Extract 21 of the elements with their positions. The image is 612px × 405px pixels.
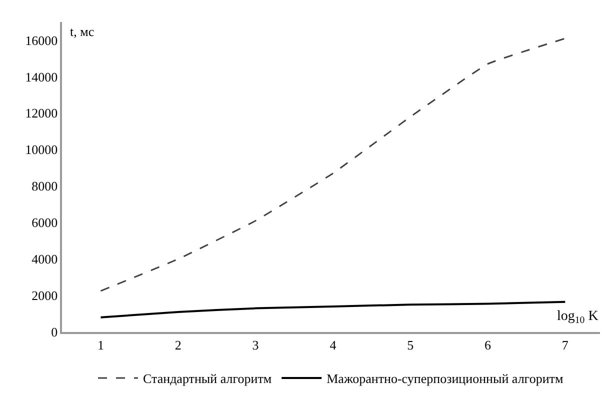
y-tick-label: 4000 [32,252,58,267]
y-tick-label: 12000 [25,106,58,121]
y-axis-title: t, мс [70,24,94,39]
x-axis-title: log$_{10}$ K [557,309,598,326]
x-tick-label: 4 [330,337,337,352]
legend-label: Стандартный алгоритм [143,371,272,386]
line-series [100,38,566,292]
x-tick-label: 5 [407,337,414,352]
y-tick-label: 2000 [32,288,58,304]
y-tick-label: 14000 [25,69,58,84]
y-tick-label: 0 [51,324,58,340]
y-tick-label: 6000 [32,215,58,230]
x-tick-label: 1 [97,337,104,352]
x-tick-label: 6 [484,337,492,352]
y-tick-label: 10000 [25,142,58,158]
x-tick-label: 7 [562,337,569,352]
y-tick-label: 16000 [25,32,58,48]
y-tick-label: 8000 [32,178,58,194]
legend-label: Мажорантно-суперпозиционный алгоритм [326,371,564,386]
x-tick-label: 2 [174,337,182,352]
x-tick-label: 3 [252,337,259,352]
